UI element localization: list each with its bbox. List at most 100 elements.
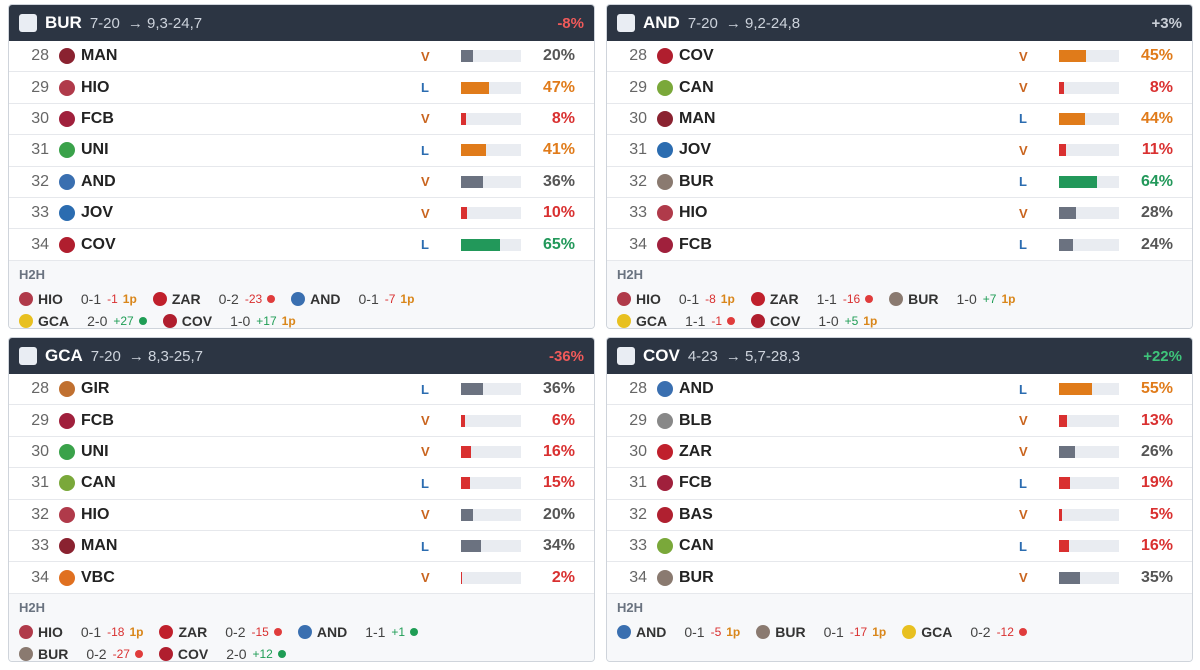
venue: L <box>421 475 429 491</box>
bar-track <box>1059 144 1119 157</box>
h2h-diff: -23 <box>244 291 263 306</box>
round: 30 <box>629 442 647 460</box>
opponent: FCB <box>679 235 712 253</box>
venue: V <box>421 205 430 221</box>
fixture-row: 28 GIR L 36% <box>9 374 594 406</box>
round: 29 <box>31 411 49 429</box>
round: 34 <box>31 568 49 586</box>
bar-track <box>461 383 521 396</box>
fixture-row: 31 UNI L 41% <box>9 135 594 167</box>
win-probability: 13% <box>1140 411 1173 429</box>
h2h-extra: 1p <box>400 291 415 306</box>
h2h-diff: -1 <box>107 291 118 306</box>
h2h-team: AND <box>310 290 341 307</box>
opponent: HIO <box>679 204 708 222</box>
team-name: COV <box>643 346 680 365</box>
h2h-dot <box>1018 627 1027 636</box>
fixture-row: 29 FCB V 6% <box>9 405 594 437</box>
h2h-item: GCA 2-0 +27 <box>19 313 147 328</box>
bar-track <box>461 238 521 251</box>
h2h-team: HIO <box>636 290 661 307</box>
bar <box>461 383 483 396</box>
bar-track <box>461 540 521 553</box>
fixture-row: 28 COV V 45% <box>607 41 1192 73</box>
bar-track <box>1059 414 1119 427</box>
win-probability: 47% <box>542 78 575 96</box>
opponent: UNI <box>81 141 109 159</box>
h2h-item: BUR 0-2 -27 <box>19 646 143 661</box>
win-probability: 35% <box>1140 568 1173 586</box>
team-logo <box>59 110 75 127</box>
team-logo <box>902 624 917 639</box>
h2h-score: 1-0 <box>230 312 251 329</box>
win-probability: 16% <box>1140 537 1173 555</box>
bar-track <box>1059 383 1119 396</box>
h2h-extra: 1p <box>863 313 878 328</box>
opponent: COV <box>81 235 116 253</box>
bar <box>1059 238 1074 251</box>
h2h-section: H2H HIO 0-1 -8 1p ZAR 1-1 -16 BUR 1-0 +7 1p GCA 1-1 -1… <box>607 260 1192 328</box>
win-probability: 26% <box>1140 442 1173 460</box>
team-logo <box>657 475 673 492</box>
venue: V <box>421 48 430 64</box>
h2h-team: ZAR <box>769 290 799 307</box>
bar <box>1059 144 1066 157</box>
round: 31 <box>31 141 49 159</box>
change: +3% <box>1151 14 1182 32</box>
fixture-row: 31 JOV V 11% <box>607 135 1192 167</box>
opponent: GIR <box>81 380 110 398</box>
team-logo <box>657 412 673 429</box>
h2h-score: 1-1 <box>365 623 386 640</box>
h2h-extra: 1p <box>122 291 137 306</box>
bar-track <box>461 175 521 188</box>
opponent: FCB <box>679 474 712 492</box>
team-logo <box>297 624 312 639</box>
venue: L <box>1019 538 1027 554</box>
win-probability: 36% <box>542 172 575 190</box>
bar <box>461 414 465 427</box>
h2h-score: 0-1 <box>823 623 844 640</box>
bar <box>1059 207 1076 220</box>
team-logo <box>657 79 673 96</box>
venue: L <box>421 142 429 158</box>
win-probability: 24% <box>1140 235 1173 253</box>
h2h-score: 0-1 <box>684 623 705 640</box>
bar-track <box>1059 50 1119 63</box>
fixture-row: 30 FCB V 8% <box>9 104 594 136</box>
h2h-dot <box>138 316 147 325</box>
venue: L <box>1019 381 1027 397</box>
bar <box>461 50 473 63</box>
bar <box>461 540 482 553</box>
h2h-extra: 1p <box>1001 291 1016 306</box>
h2h-score: 0-1 <box>678 290 700 307</box>
h2h-diff: -27 <box>112 646 130 661</box>
h2h-item: ZAR 0-2 -15 <box>159 624 282 640</box>
fixture-row: 29 CAN V 8% <box>607 72 1192 104</box>
opponent: AND <box>679 380 714 398</box>
team-logo <box>657 506 673 523</box>
h2h-label: H2H <box>19 266 46 282</box>
panel-header: COV 4-23 → 5,7-28,3 +22% <box>607 338 1192 374</box>
h2h-diff: +5 <box>844 313 859 328</box>
venue: L <box>421 381 429 397</box>
projection: → 5,7-28,3 <box>725 347 801 365</box>
round: 30 <box>31 442 49 460</box>
team-logo <box>617 624 631 639</box>
fixture-row: 30 UNI V 16% <box>9 437 594 469</box>
round: 28 <box>629 47 647 65</box>
fixture-row: 32 HIO V 20% <box>9 500 594 531</box>
h2h-diff: -16 <box>842 291 861 306</box>
bar <box>461 571 463 584</box>
team-name: GCA <box>45 346 83 365</box>
venue: V <box>421 444 430 460</box>
opponent: CAN <box>81 474 116 492</box>
team-logo <box>19 291 33 306</box>
fixture-row: 32 AND V 36% <box>9 167 594 198</box>
projection: → 8,3-25,7 <box>128 347 204 365</box>
bar-track <box>1059 175 1119 188</box>
h2h-team: HIO <box>38 623 63 640</box>
opponent: AND <box>81 172 116 190</box>
h2h-line: BUR 0-2 -27 COV 2-0 +12 <box>19 643 584 661</box>
fixture-row: 31 FCB L 19% <box>607 468 1192 500</box>
bar-track <box>461 81 521 94</box>
